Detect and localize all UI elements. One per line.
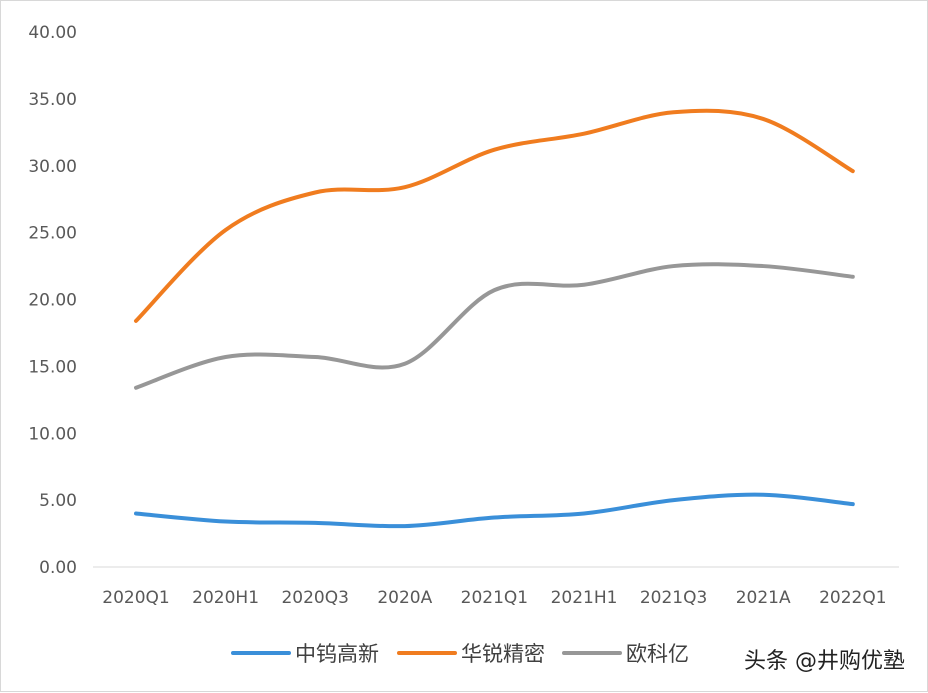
series-line-3 [134, 262, 855, 390]
y-tick-label: 40.00 [28, 23, 77, 43]
y-tick-label: 30.00 [28, 157, 77, 177]
legend-label: 中钨高新 [295, 642, 379, 666]
y-tick-label: 0.00 [39, 558, 77, 578]
y-tick-label: 5.00 [39, 491, 77, 511]
y-tick-label: 25.00 [28, 224, 77, 244]
y-tick-label: 20.00 [28, 291, 77, 311]
x-tick-label: 2020Q1 [102, 588, 169, 608]
legend-label: 华锐精密 [461, 642, 545, 666]
y-tick-label: 15.00 [28, 357, 77, 377]
legend-label: 欧科亿 [626, 642, 689, 666]
watermark: 头条 @井购优塾 [744, 649, 905, 674]
x-tick-label: 2021A [736, 588, 791, 608]
x-tick-label: 2020A [377, 588, 432, 608]
y-tick-label: 35.00 [28, 90, 77, 110]
series-line-1 [134, 492, 855, 529]
x-tick-label: 2020Q3 [281, 588, 348, 608]
x-tick-label: 2020H1 [192, 588, 259, 608]
x-tick-label: 2022Q1 [819, 588, 886, 608]
series-line-2 [134, 108, 855, 323]
x-tick-label: 2021H1 [551, 588, 618, 608]
x-tick-label: 2021Q1 [461, 588, 528, 608]
y-tick-label: 10.00 [28, 424, 77, 444]
x-tick-label: 2021Q3 [640, 588, 707, 608]
